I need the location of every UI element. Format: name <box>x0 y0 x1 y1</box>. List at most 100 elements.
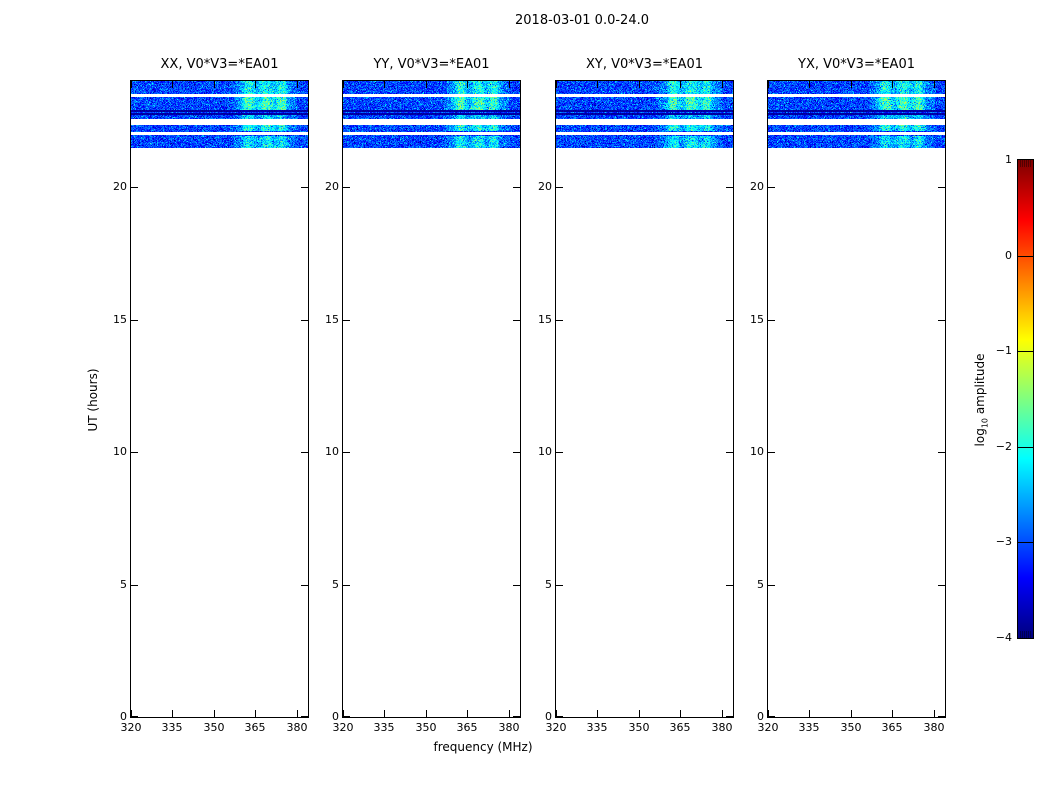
x-tick <box>597 81 598 88</box>
x-tick-label: 320 <box>757 721 779 734</box>
y-tick <box>938 585 945 586</box>
colorbar-tick <box>1018 256 1033 257</box>
x-tick-label: 365 <box>881 721 903 734</box>
y-tick <box>343 716 350 717</box>
x-tick-label: 380 <box>286 721 308 734</box>
x-tick-label: 365 <box>456 721 478 734</box>
y-tick <box>556 716 563 717</box>
x-tick <box>214 81 215 88</box>
x-tick-label: 380 <box>711 721 733 734</box>
x-tick-label: 335 <box>586 721 608 734</box>
colorbar-tick-label: −1 <box>995 344 1012 357</box>
spectrogram-canvas-yx <box>768 81 945 148</box>
y-tick <box>343 320 350 321</box>
colorbar-label-prefix: log <box>973 428 987 447</box>
spectrogram-panel-yx <box>767 80 946 718</box>
x-tick-label: 320 <box>545 721 567 734</box>
y-tick-label: 5 <box>332 578 339 591</box>
x-tick <box>556 710 557 717</box>
y-tick-label: 0 <box>757 710 764 723</box>
colorbar-tick-label: 1 <box>1005 153 1012 166</box>
x-tick <box>680 81 681 88</box>
y-tick-label: 20 <box>113 180 127 193</box>
y-tick <box>768 187 775 188</box>
x-tick <box>851 710 852 717</box>
x-tick <box>255 81 256 88</box>
y-tick-label: 0 <box>120 710 127 723</box>
x-tick <box>809 710 810 717</box>
x-tick <box>343 81 344 88</box>
spectrogram-panel-xy <box>555 80 734 718</box>
y-tick-label: 10 <box>538 445 552 458</box>
y-tick <box>513 320 520 321</box>
x-tick-label: 350 <box>415 721 437 734</box>
y-tick-label: 10 <box>113 445 127 458</box>
x-tick-label: 335 <box>798 721 820 734</box>
y-tick <box>726 716 733 717</box>
x-tick <box>680 710 681 717</box>
spectrogram-canvas-yy <box>343 81 520 148</box>
x-tick-label: 335 <box>373 721 395 734</box>
x-tick <box>768 710 769 717</box>
x-tick <box>639 710 640 717</box>
y-tick <box>513 585 520 586</box>
y-tick <box>556 585 563 586</box>
y-tick <box>131 716 138 717</box>
x-tick <box>131 710 132 717</box>
y-tick-label: 0 <box>332 710 339 723</box>
y-tick <box>768 320 775 321</box>
x-tick <box>639 81 640 88</box>
y-tick-label: 20 <box>750 180 764 193</box>
x-tick <box>297 81 298 88</box>
colorbar-tick-label: −2 <box>995 440 1012 453</box>
y-tick <box>726 320 733 321</box>
x-tick <box>556 81 557 88</box>
y-tick <box>301 320 308 321</box>
panel-title-xy: XY, V0*V3=*EA01 <box>586 57 703 72</box>
x-tick <box>892 710 893 717</box>
y-tick <box>301 585 308 586</box>
x-tick <box>934 710 935 717</box>
x-tick <box>934 81 935 88</box>
x-tick-label: 380 <box>923 721 945 734</box>
y-tick-label: 15 <box>113 313 127 326</box>
y-tick <box>343 585 350 586</box>
x-tick <box>722 710 723 717</box>
y-tick-label: 15 <box>750 313 764 326</box>
y-tick <box>301 716 308 717</box>
x-tick <box>467 710 468 717</box>
panel-title-xx: XX, V0*V3=*EA01 <box>160 57 279 72</box>
figure-title: 2018-03-01 0.0-24.0 <box>515 13 649 28</box>
y-tick-label: 5 <box>120 578 127 591</box>
y-tick <box>513 187 520 188</box>
colorbar-tick <box>1018 542 1033 543</box>
x-tick <box>131 81 132 88</box>
colorbar-label-suffix: amplitude <box>973 353 987 418</box>
y-tick-label: 0 <box>545 710 552 723</box>
y-tick <box>513 452 520 453</box>
x-tick <box>467 81 468 88</box>
x-tick-label: 365 <box>244 721 266 734</box>
panel-title-yx: YX, V0*V3=*EA01 <box>798 57 915 72</box>
y-tick <box>301 452 308 453</box>
x-tick <box>426 710 427 717</box>
x-tick-label: 350 <box>203 721 225 734</box>
y-tick <box>343 452 350 453</box>
x-tick-label: 335 <box>161 721 183 734</box>
colorbar-label: log10 amplitude <box>973 353 990 447</box>
x-tick <box>172 81 173 88</box>
colorbar-gradient <box>1018 160 1033 638</box>
x-tick <box>384 710 385 717</box>
x-tick <box>768 81 769 88</box>
spectrogram-canvas-xy <box>556 81 733 148</box>
x-tick <box>509 81 510 88</box>
y-tick <box>726 585 733 586</box>
y-tick <box>938 452 945 453</box>
x-tick <box>809 81 810 88</box>
x-tick <box>172 710 173 717</box>
colorbar-label-sub: 10 <box>980 417 990 429</box>
x-tick <box>722 81 723 88</box>
colorbar-frame <box>1017 159 1034 639</box>
x-tick <box>297 710 298 717</box>
